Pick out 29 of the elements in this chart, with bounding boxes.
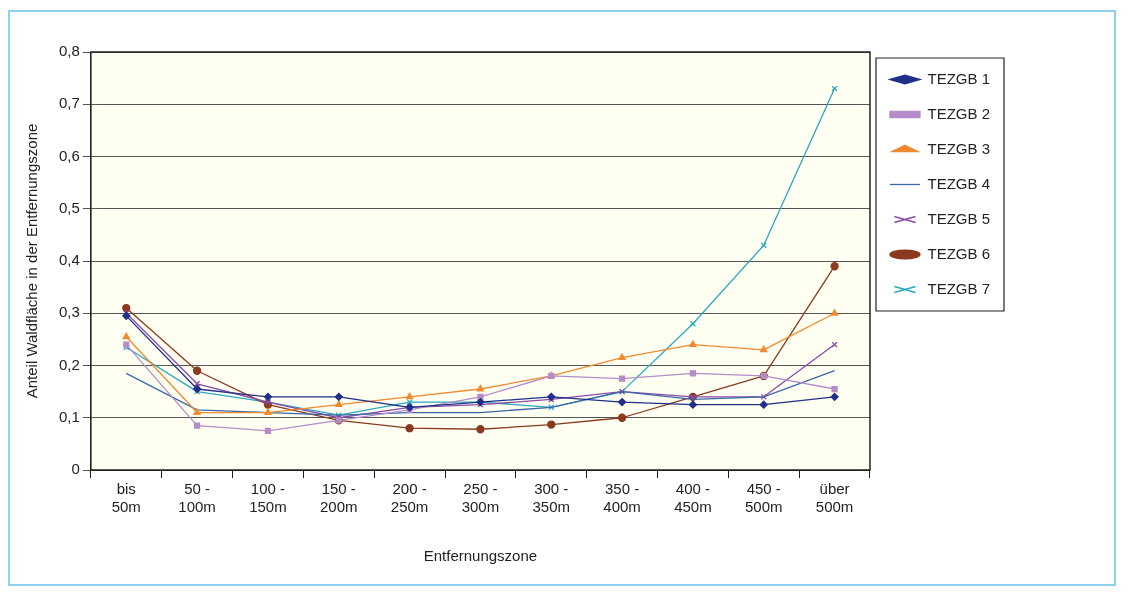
y-tick-label: 0,6 (58, 146, 80, 164)
legend-label: TEZGB 1 (927, 69, 990, 87)
x-tick-label: 400 - 450m (674, 480, 712, 516)
x-axis-title: Entfernungszone (423, 547, 538, 565)
legend-label: TEZGB 6 (927, 244, 990, 262)
y-tick-label: 0,8 (58, 42, 80, 60)
x-tick-label: 100 - 150m (249, 480, 287, 516)
y-tick-label: 0 (71, 460, 80, 478)
legend-label: TEZGB 7 (927, 279, 990, 297)
x-tick-label: bis 50m (111, 480, 141, 516)
x-tick-label: 200 - 250m (390, 480, 429, 516)
x-tick-label: 450 - 500m (744, 480, 783, 516)
y-tick-label: 0,7 (58, 94, 80, 112)
y-tick-label: 0,1 (58, 407, 80, 425)
y-tick-label: 0,3 (58, 303, 80, 321)
legend-label: TEZGB 2 (927, 104, 990, 122)
y-tick-label: 0,5 (58, 198, 80, 216)
y-tick-label: 0,2 (58, 355, 80, 373)
legend-label: TEZGB 3 (927, 139, 990, 157)
y-tick-label: 0,4 (58, 251, 80, 269)
x-tick-label: 250 - 300m (461, 480, 500, 516)
x-tick-label: 150 - 200m (319, 480, 358, 516)
legend-label: TEZGB 5 (927, 209, 990, 227)
x-tick-label: 350 - 400m (603, 480, 641, 516)
x-tick-label: über 500m (815, 480, 854, 516)
x-tick-label: 50 - 100m (178, 480, 216, 516)
y-axis-title: Anteil Waldfläche in der Entfernungszone (23, 123, 41, 399)
x-tick-label: 300 - 350m (532, 480, 571, 516)
legend-label: TEZGB 4 (927, 174, 990, 192)
